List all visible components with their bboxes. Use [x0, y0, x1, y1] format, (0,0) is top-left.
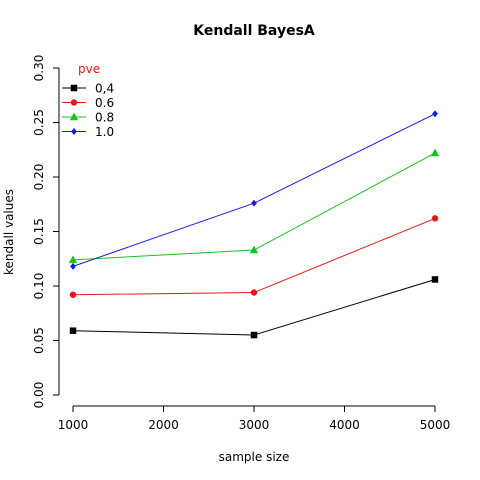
legend-label: 0.8 — [95, 111, 114, 125]
series — [70, 110, 438, 270]
chart-title: Kendall BayesA — [193, 23, 315, 39]
square-marker — [250, 331, 258, 339]
series-line — [72, 113, 436, 267]
legend-item: 0,4 — [62, 82, 114, 96]
x-tick-label: 1000 — [58, 418, 89, 432]
y-tick-label: 0.30 — [32, 55, 46, 82]
x-tick-label: 5000 — [420, 418, 451, 432]
x-tick-label: 4000 — [329, 418, 360, 432]
y-axis-label: kendall values — [2, 189, 16, 275]
square-marker — [69, 327, 77, 334]
circle-marker — [69, 291, 77, 298]
triangle-marker — [430, 148, 440, 157]
diamond-marker — [70, 262, 76, 270]
square-marker — [431, 276, 439, 283]
legend-label: 0.6 — [95, 96, 114, 110]
circle-marker — [431, 215, 439, 222]
y-tick-label: 0.15 — [32, 218, 46, 245]
y-ticks: 0.00 0.05 0.10 0.15 0.20 0.25 0.30 — [32, 55, 59, 409]
circle-marker — [70, 99, 78, 106]
diamond-marker — [71, 127, 77, 136]
diamond-marker — [432, 110, 438, 118]
series-group — [68, 110, 440, 339]
legend-item: 0.6 — [62, 96, 114, 110]
y-tick-label: 0.10 — [32, 273, 46, 300]
diamond-marker — [251, 199, 257, 207]
axes — [58, 68, 435, 407]
legend-item: 1.0 — [62, 125, 114, 139]
x-tick-label: 3000 — [239, 418, 270, 432]
triangle-marker — [69, 112, 79, 121]
legend-label: 1.0 — [95, 125, 114, 139]
legend-item: 0.8 — [62, 111, 114, 125]
y-tick-label: 0.00 — [32, 382, 46, 409]
circle-marker — [250, 289, 258, 296]
legend: pve 0,40.60.81.0 — [62, 62, 114, 139]
y-tick-label: 0.25 — [32, 109, 46, 136]
square-marker — [70, 84, 78, 92]
series — [69, 215, 439, 298]
series — [69, 276, 439, 339]
y-tick-label: 0.20 — [32, 164, 46, 191]
legend-label: 0,4 — [95, 82, 114, 96]
series-line — [72, 278, 436, 336]
series — [68, 148, 440, 264]
x-axis-label: sample size — [219, 450, 290, 464]
x-tick-label: 2000 — [148, 418, 179, 432]
y-tick-label: 0.05 — [32, 327, 46, 354]
legend-title: pve — [78, 62, 100, 76]
triangle-marker — [249, 245, 259, 254]
x-ticks: 1000 2000 3000 4000 5000 — [58, 406, 451, 432]
